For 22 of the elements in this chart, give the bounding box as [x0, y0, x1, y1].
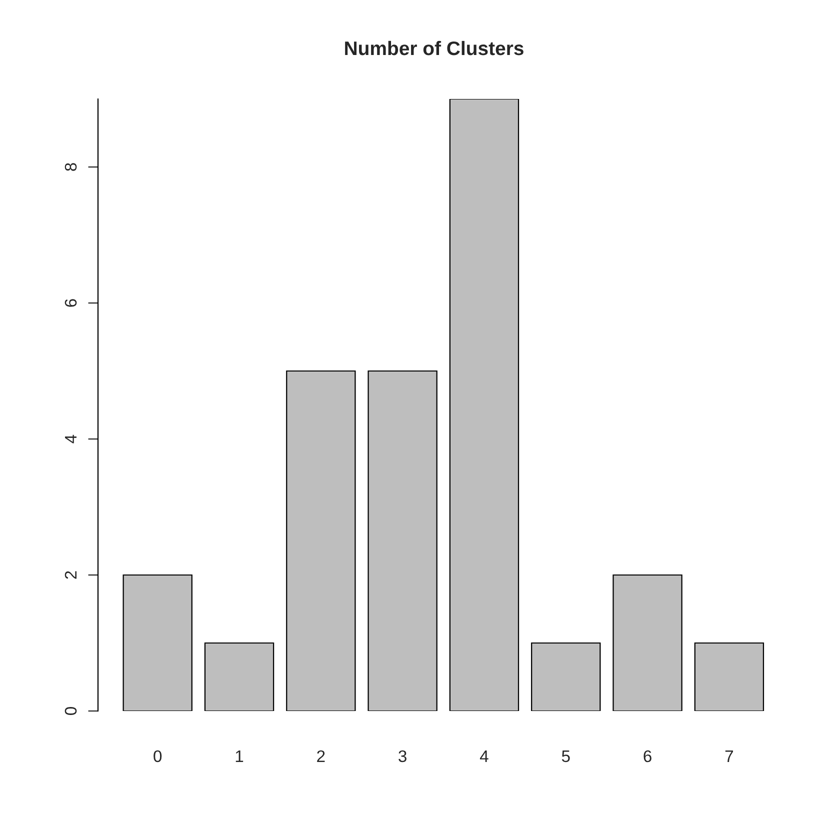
y-tick-label: 0: [64, 707, 77, 715]
y-tick-label: 2: [64, 571, 76, 579]
x-tick-label: 5: [562, 750, 570, 762]
x-tick-label: 1: [236, 750, 244, 762]
x-tick-label: 4: [480, 750, 488, 762]
y-tick-label: 6: [64, 299, 77, 307]
bar: [286, 370, 356, 711]
bar: [368, 370, 438, 711]
x-tick-label: 6: [644, 750, 652, 762]
bar: [531, 642, 601, 711]
bar: [694, 642, 764, 711]
bar: [122, 574, 192, 711]
y-tick-label: 4: [65, 434, 76, 444]
x-tick-label: 2: [317, 750, 325, 762]
bar: [204, 642, 274, 711]
bar: [612, 574, 682, 711]
x-tick-label: 3: [398, 750, 406, 762]
chart-title: Number of Clusters: [345, 40, 524, 56]
bar: [449, 99, 520, 711]
x-tick-label: 0: [154, 750, 162, 762]
y-tick-label: 8: [64, 163, 77, 171]
x-tick-label: 7: [725, 750, 733, 762]
